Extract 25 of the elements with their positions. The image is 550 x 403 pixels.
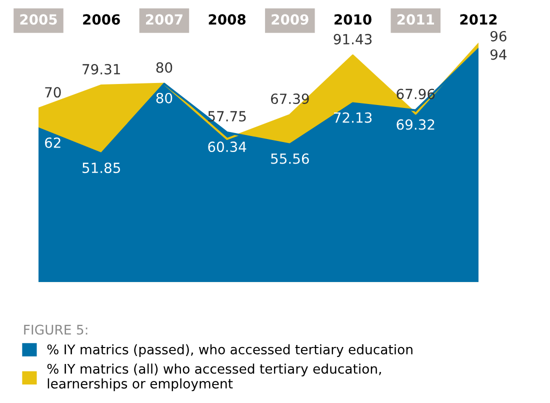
x-tick-label: 2008 [208, 14, 246, 25]
x-tick-label: 2009 [272, 14, 308, 25]
data-label: 72.13 [334, 112, 372, 123]
data-label: 51.85 [82, 162, 120, 174]
legend-title: FIGURE 5: [24, 324, 88, 335]
data-label: 60.34 [208, 142, 246, 152]
x-tick-label: 2010 [334, 14, 372, 25]
x-tick-label: 2005 [20, 14, 57, 25]
data-label: 69.32 [396, 119, 434, 130]
x-tick-label: 2006 [83, 14, 120, 25]
data-label: 70 [45, 87, 61, 98]
data-label: 62 [45, 137, 60, 148]
data-label: 91.43 [334, 34, 372, 44]
x-tick-label: 2012 [460, 14, 497, 25]
x-tick-label: 2007 [146, 14, 182, 25]
data-label: 96 [490, 30, 506, 42]
legend-label: % IY matrics (passed), who accessed tertiary education [47, 344, 412, 357]
data-label: 57.75 [208, 111, 246, 122]
data-label: 80 [156, 62, 172, 73]
data-label: 94 [490, 49, 507, 60]
legend-label: % IY matrics (all) who accessed tertiary education, learnerships or employment [47, 364, 381, 392]
data-label: 80 [156, 92, 172, 104]
x-tick-label: 2011 [397, 14, 434, 25]
data-label: 55.56 [271, 153, 309, 164]
data-label: 79.31 [82, 64, 120, 74]
